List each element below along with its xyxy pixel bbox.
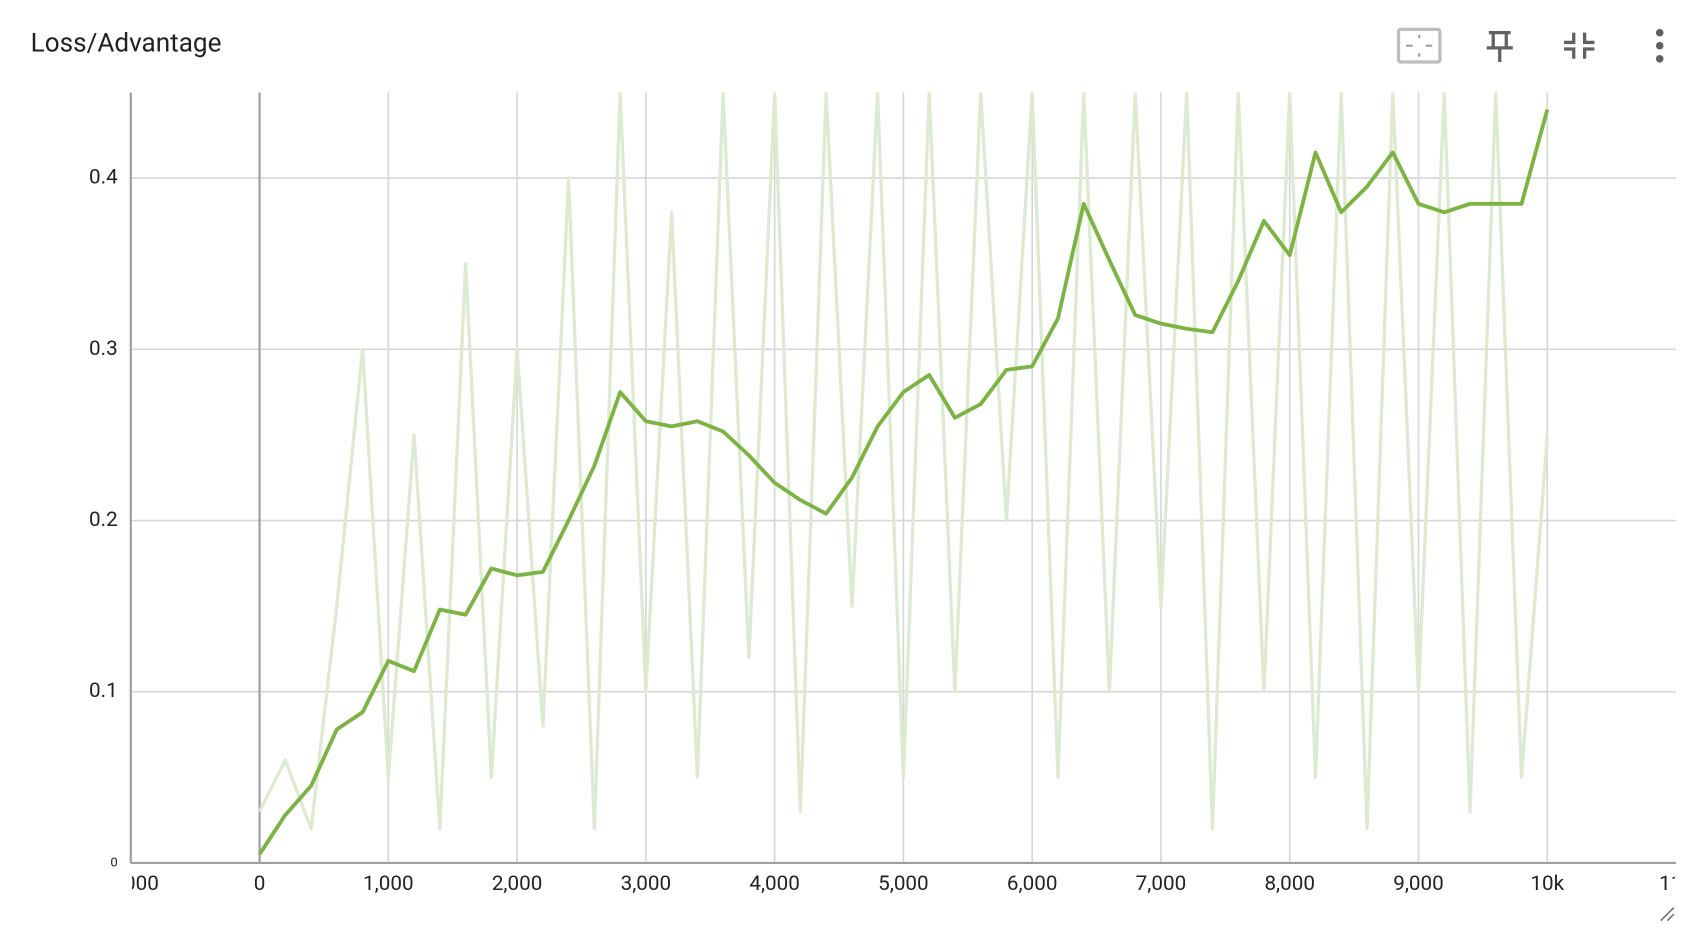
x-tick-label: 3,000 <box>621 872 672 896</box>
x-tick-label: 1,000 <box>363 872 414 896</box>
x-tick-label: 0 <box>254 872 266 896</box>
y-tick-label: 0 <box>110 855 117 870</box>
x-axis-labels: -1,000 0 1,000 2,000 3,000 4,000 5,000 6,000 7,0… <box>103 872 1693 896</box>
y-tick-label: 0.2 <box>89 508 118 532</box>
x-tick-label: 9,000 <box>1393 872 1444 896</box>
y-tick-label: 0.3 <box>89 337 118 361</box>
x-tick-label: 6,000 <box>1007 872 1058 896</box>
y-tick-label: 0.1 <box>89 679 118 703</box>
raw-line <box>258 92 1549 831</box>
x-tick-label: 11k <box>1659 872 1693 896</box>
y-tick-label: 0.4 <box>89 166 118 190</box>
x-tick-label: 2,000 <box>492 872 543 896</box>
chart-title: Loss/Advantage <box>31 29 222 59</box>
x-tick-label: 4,000 <box>749 872 800 896</box>
x-tick-label: 8,000 <box>1264 872 1315 896</box>
more-button[interactable] <box>1655 28 1664 63</box>
x-tick-label: -1,000 <box>103 872 159 896</box>
plot-area <box>257 92 1550 856</box>
smoothed-line <box>257 109 1550 856</box>
x-tick-label: 7,000 <box>1136 872 1187 896</box>
axes: 0 0.1 0.2 0.3 0.4 <box>89 92 1677 870</box>
toolbar <box>1396 27 1664 64</box>
x-tick-label: 5,000 <box>878 872 929 896</box>
fit-domain-button[interactable] <box>1396 27 1442 64</box>
x-tick-label: 10k <box>1530 872 1564 896</box>
resize-handle[interactable] <box>1660 906 1675 922</box>
grid <box>130 92 1677 864</box>
collapse-button[interactable] <box>1563 32 1595 59</box>
pin-button[interactable] <box>1486 31 1513 63</box>
